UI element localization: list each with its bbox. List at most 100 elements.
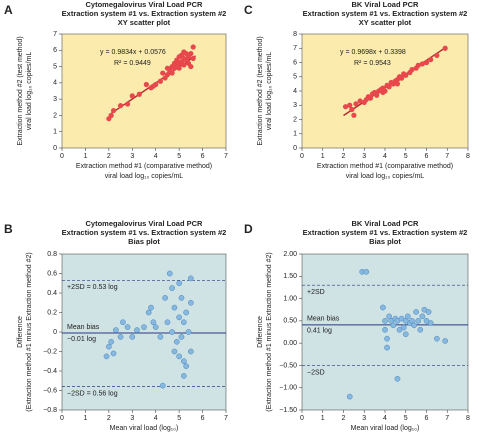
point [367, 95, 374, 101]
point [409, 67, 415, 73]
y-tick-label: 0.2 [47, 309, 57, 316]
x-tick-label: 0 [60, 415, 64, 422]
y-tick-label: −1.00 [279, 385, 297, 392]
point [117, 334, 124, 340]
point [402, 331, 409, 338]
point [180, 319, 187, 326]
x-tick-label: 5 [177, 153, 181, 160]
chart-subtitle: Extraction system #1 vs. Extraction syst… [303, 228, 468, 237]
point [427, 320, 434, 326]
x-axis-label: Extraction method #1 (comparative method… [76, 163, 212, 170]
x-tick-label: 4 [154, 153, 158, 160]
fit-r2: R² = 0.9449 [114, 60, 151, 67]
x-axis-label: viral load log₁₀ copies/mL [346, 173, 425, 180]
point [181, 49, 187, 55]
point [374, 92, 380, 98]
point [171, 348, 178, 355]
point [442, 45, 448, 51]
reference-label: Mean bias [307, 316, 340, 323]
point [349, 106, 355, 113]
x-axis-label: Mean viral load (log₁₀) [110, 425, 179, 432]
panel-letter: B [4, 222, 13, 236]
point [380, 89, 386, 96]
x-tick-label: 4 [383, 153, 387, 160]
chart-subtitle: Extraction system #1 vs. Extraction syst… [62, 228, 227, 237]
x-tick-label: 8 [466, 415, 470, 422]
point [117, 103, 124, 109]
x-tick-label: 2 [342, 415, 346, 422]
point [347, 102, 353, 108]
point [124, 324, 131, 330]
point [442, 338, 449, 344]
y-axis-label: Extraction method #2 (test method) [17, 36, 24, 145]
fit-equation: y = 0.9834x + 0.0576 [100, 49, 166, 56]
point [173, 338, 180, 345]
x-tick-label: 0 [300, 153, 304, 160]
chart-subtitle: XY scatter plot [118, 18, 171, 27]
point [384, 335, 390, 342]
point [148, 304, 154, 311]
x-tick-label: 6 [425, 153, 429, 160]
point [143, 81, 149, 88]
point [164, 319, 171, 326]
chart-title: BK Viral Load PCR [352, 219, 420, 228]
y-tick-label: 1.50 [283, 273, 297, 280]
point [129, 93, 135, 99]
y-tick-label: 0 [53, 145, 57, 152]
point [150, 319, 157, 326]
panel-letter: D [244, 222, 253, 236]
y-tick-label: −0.6 [43, 387, 57, 394]
y-tick-label: 7 [293, 45, 297, 52]
point [394, 375, 401, 382]
x-tick-label: 2 [107, 415, 111, 422]
point [169, 329, 175, 335]
point [342, 104, 349, 110]
x-tick-label: 1 [83, 153, 87, 160]
point [106, 343, 112, 350]
point [176, 65, 182, 71]
point [157, 78, 163, 84]
point [113, 327, 119, 333]
x-tick-label: 0 [300, 415, 304, 422]
point [380, 304, 386, 311]
point [183, 309, 190, 316]
point [390, 322, 397, 329]
y-axis-label: (Extraction method #1 minus Extraction m… [266, 252, 273, 412]
point [181, 62, 187, 68]
x-tick-label: 6 [201, 415, 205, 422]
fit-equation: y = 0.9698x + 0.3398 [340, 49, 406, 56]
point [178, 295, 185, 301]
y-tick-label: 2.00 [283, 251, 297, 258]
reference-label: 0.41 log [307, 328, 332, 335]
reference-label: +2SD [307, 289, 325, 296]
point [183, 363, 190, 369]
x-tick-label: 3 [130, 153, 134, 160]
x-tick-label: 7 [224, 415, 228, 422]
y-tick-label: −0.50 [279, 362, 297, 369]
point [428, 57, 434, 63]
point [108, 338, 115, 345]
chart-subtitle: Extraction system #1 vs. Extraction syst… [303, 9, 468, 18]
point [415, 62, 421, 68]
y-tick-label: 2 [293, 116, 297, 123]
y-tick-label: −0.2 [43, 348, 57, 355]
x-tick-label: 3 [130, 415, 134, 422]
y-tick-label: 8 [293, 31, 297, 38]
point [423, 59, 430, 66]
point [415, 318, 422, 324]
point [399, 75, 405, 81]
point [188, 348, 194, 355]
reference-label: −2SD [307, 369, 325, 376]
x-tick-label: 1 [321, 415, 325, 422]
point [169, 285, 175, 291]
x-axis-label: Extraction method #1 (comparative method… [317, 163, 453, 170]
point [125, 101, 131, 107]
y-tick-label: 2 [53, 112, 57, 119]
panel-letter: A [4, 3, 13, 17]
y-tick-label: 0.00 [283, 340, 297, 347]
point [166, 270, 173, 277]
chart-subtitle: Bias plot [128, 237, 160, 246]
point [188, 50, 194, 57]
y-axis-label: Difference [17, 316, 24, 348]
y-tick-label: 6 [293, 59, 297, 66]
